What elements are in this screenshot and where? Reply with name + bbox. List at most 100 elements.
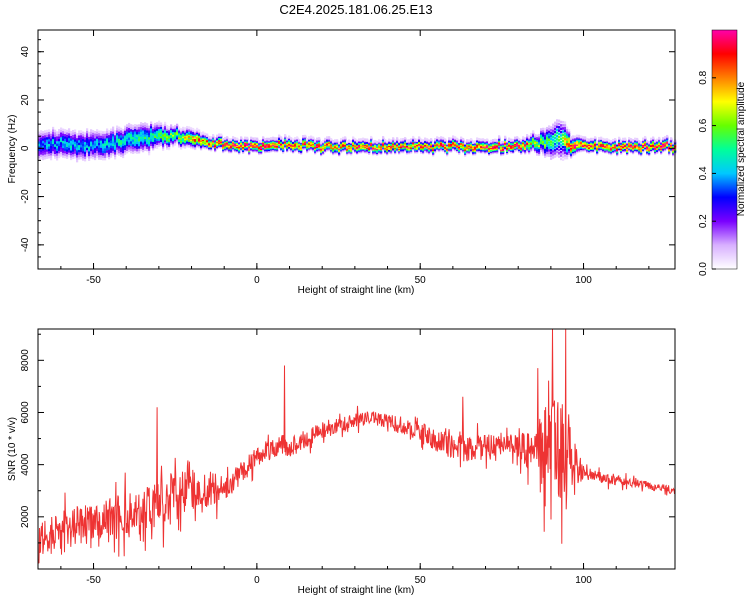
heatmap-cell <box>196 127 199 131</box>
heatmap-cell <box>548 146 551 150</box>
heatmap-cell <box>144 134 147 137</box>
heatmap-cell <box>188 132 191 135</box>
heatmap-cell <box>574 136 577 140</box>
heatmap-cell <box>112 150 115 154</box>
heatmap-cell <box>78 154 81 158</box>
heatmap-cell <box>594 136 597 139</box>
heatmap-cell <box>76 133 79 136</box>
heatmap-cell <box>58 141 61 144</box>
heatmap-cell <box>548 141 551 144</box>
heatmap-cell <box>46 153 49 157</box>
heatmap-cell <box>82 136 85 139</box>
heatmap-cell <box>560 140 563 144</box>
heatmap-cell <box>58 136 61 139</box>
heatmap-cell <box>542 148 545 152</box>
heatmap-cell <box>548 127 551 131</box>
heatmap-cell <box>568 134 571 138</box>
heatmap-cell <box>64 136 67 139</box>
heatmap-cell <box>74 131 77 135</box>
heatmap-cell <box>312 136 315 140</box>
heatmap-cell <box>108 151 111 155</box>
heatmap-cell <box>54 149 57 152</box>
heatmap-cell <box>180 136 183 140</box>
heatmap-cell <box>176 132 179 136</box>
heatmap-cell <box>58 138 61 142</box>
heatmap-cell <box>434 137 437 141</box>
heatmap-cell <box>122 128 125 132</box>
heatmap-cell <box>60 154 63 157</box>
heatmap-cell <box>166 138 169 142</box>
heatmap-cell <box>344 136 347 139</box>
heatmap-cell <box>64 129 67 132</box>
heatmap-cell <box>74 141 77 145</box>
heatmap-cell <box>126 126 129 130</box>
heatmap-cell <box>110 143 113 146</box>
heatmap-cell <box>394 139 397 142</box>
heatmap-cell <box>622 137 625 141</box>
heatmap-cell <box>522 136 525 139</box>
heatmap-cell <box>96 129 99 132</box>
heatmap-cell <box>552 138 555 141</box>
heatmap-cell <box>560 154 563 157</box>
heatmap-cell <box>568 144 571 148</box>
heatmap-cell <box>456 137 459 141</box>
heatmap-cell <box>564 137 567 141</box>
heatmap-cell <box>400 138 403 141</box>
heatmap-cell <box>562 139 565 143</box>
heatmap-cell <box>100 137 103 141</box>
heatmap-cell <box>102 152 105 156</box>
heatmap-cell <box>126 129 129 132</box>
heatmap-cell <box>192 146 195 150</box>
heatmap-cell <box>184 146 187 149</box>
heatmap-cell <box>432 141 435 145</box>
heatmap-cell <box>520 138 523 142</box>
heatmap-cell <box>396 137 399 140</box>
heatmap-cell <box>102 138 105 142</box>
heatmap-cell <box>332 140 335 143</box>
heatmap-cell <box>558 142 561 145</box>
heatmap-cell <box>64 138 67 142</box>
heatmap-cell <box>64 150 67 154</box>
heatmap-cell <box>314 139 317 142</box>
heatmap-cell <box>82 131 85 135</box>
heatmap-cell <box>96 155 99 159</box>
heatmap-cell <box>196 133 199 136</box>
heatmap-cell <box>574 150 577 153</box>
heatmap-cell <box>556 134 559 138</box>
heatmap-cell <box>126 124 129 127</box>
heatmap-cell <box>152 128 155 132</box>
heatmap-cell <box>78 137 81 141</box>
heatmap-cell <box>176 123 179 127</box>
heatmap-cell <box>98 135 101 139</box>
heatmap-cell <box>150 134 153 138</box>
heatmap-cell <box>162 126 165 129</box>
heatmap-cell <box>542 146 545 150</box>
y-tick-label: 6000 <box>20 401 31 424</box>
heatmap-cell <box>168 127 171 131</box>
heatmap-cell <box>56 131 59 134</box>
heatmap-cell <box>158 132 161 135</box>
heatmap-cell <box>140 143 143 147</box>
heatmap-cell <box>88 134 91 137</box>
heatmap-cell <box>166 135 169 138</box>
heatmap-cell <box>552 144 555 147</box>
heatmap-cell <box>134 124 137 127</box>
heatmap-cell <box>258 139 261 143</box>
heatmap-cell <box>200 132 203 135</box>
heatmap-cell <box>54 134 57 138</box>
heatmap-cell <box>566 152 569 155</box>
y-tick-label: 40 <box>20 46 31 58</box>
heatmap-cell <box>158 128 161 132</box>
heatmap-cell <box>546 131 549 135</box>
heatmap-cell <box>336 139 339 142</box>
heatmap-cell <box>88 131 91 135</box>
heatmap-cell <box>56 153 59 156</box>
heatmap-cell <box>534 145 537 149</box>
heatmap-cell <box>132 146 135 150</box>
heatmap-cell <box>120 142 123 145</box>
heatmap-cell <box>98 140 101 143</box>
heatmap-cell <box>44 149 47 153</box>
heatmap-cell <box>82 153 85 156</box>
heatmap-cell <box>548 151 551 155</box>
heatmap-cell <box>180 129 183 133</box>
